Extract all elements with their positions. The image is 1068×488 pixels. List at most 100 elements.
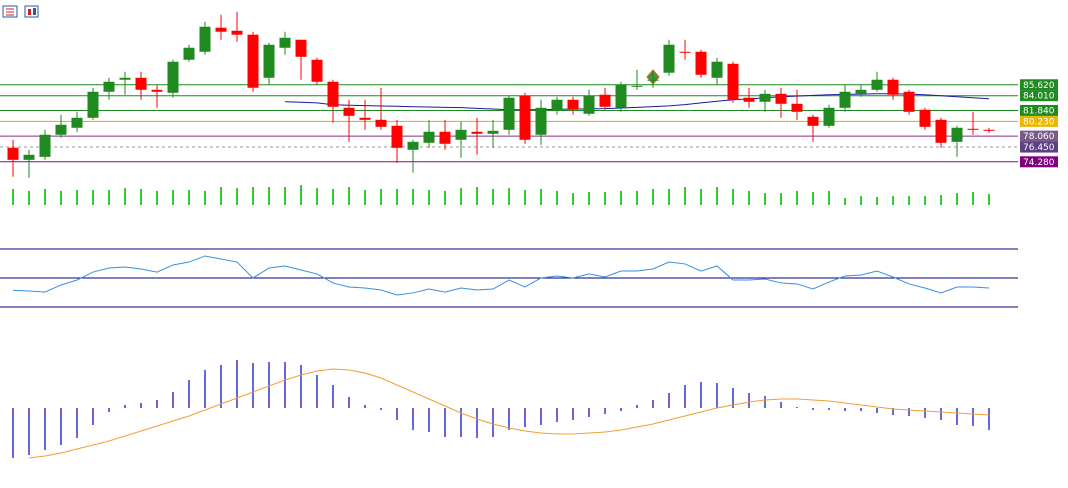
candle-body <box>663 44 675 73</box>
volume-bar <box>268 187 270 205</box>
volume-bar <box>156 191 158 205</box>
moving-average <box>284 93 990 111</box>
level-label-box <box>1020 104 1058 116</box>
candle-body <box>103 81 115 92</box>
volume-bar <box>876 197 878 205</box>
candle-body <box>375 119 387 127</box>
candle-body <box>519 95 531 140</box>
volume-bar <box>940 195 942 205</box>
volume-bar <box>508 188 510 205</box>
volume-bar <box>460 188 462 205</box>
volume-bar <box>540 189 542 205</box>
volume-bar <box>172 190 174 205</box>
candle-body <box>551 99 563 110</box>
volume-bar <box>636 191 638 205</box>
volume-bar <box>396 189 398 205</box>
candle-body <box>775 93 787 104</box>
volume-bar <box>76 190 78 205</box>
volume-bar <box>700 189 702 205</box>
volume-bar <box>588 192 590 205</box>
volume-bar <box>476 187 478 205</box>
candle-body <box>919 109 931 127</box>
candle-body <box>295 39 307 57</box>
icon-bar <box>28 9 31 15</box>
volume-bar <box>252 187 254 205</box>
signal-line <box>28 368 990 459</box>
candle-body <box>471 131 483 134</box>
volume-bar <box>204 191 206 205</box>
candle-body <box>983 129 995 131</box>
level-label: 80.230 <box>1023 117 1055 127</box>
candle-body <box>823 107 835 126</box>
toolbar-icons <box>2 5 39 18</box>
candle-body <box>167 61 179 93</box>
level-label: 85.620 <box>1023 81 1055 91</box>
volume-bar <box>364 190 366 205</box>
volume-bar <box>60 191 62 205</box>
candle-body <box>359 117 371 120</box>
volume-bar <box>748 191 750 205</box>
candle-body <box>71 117 83 128</box>
candle-body <box>391 125 403 148</box>
candle-body <box>535 107 547 135</box>
volume-bar <box>188 190 190 205</box>
candle-body <box>503 97 515 130</box>
volume-bar <box>924 196 926 205</box>
volume-bar <box>956 193 958 205</box>
candle-body <box>807 116 819 126</box>
chart-icon[interactable] <box>24 5 39 18</box>
level-label-box <box>1020 115 1058 127</box>
candle-body <box>183 47 195 60</box>
candle-body <box>599 94 611 107</box>
volume-bar <box>284 187 286 205</box>
candle-body <box>647 79 659 81</box>
volume-bar <box>236 188 238 205</box>
volume-bar <box>652 189 654 205</box>
level-label: 84.010 <box>1023 92 1055 102</box>
candle-body <box>455 129 467 140</box>
candle-body <box>887 79 899 95</box>
candle-body <box>231 30 243 35</box>
level-label: 81.840 <box>1023 106 1055 116</box>
candle-body <box>583 95 595 114</box>
level-label: 76.450 <box>1023 143 1055 153</box>
volume-bar <box>556 191 558 205</box>
oscillator-line <box>12 255 990 296</box>
candle-body <box>567 99 579 110</box>
level-label: 74.280 <box>1023 158 1055 168</box>
candle-body <box>903 91 915 112</box>
volume-bar <box>844 198 846 205</box>
volume-bar <box>812 192 814 205</box>
candle-body <box>839 91 851 108</box>
candle-body <box>439 131 451 144</box>
volume-bar <box>300 185 302 205</box>
volume-bar <box>972 192 974 205</box>
level-label: 78.060 <box>1023 132 1055 142</box>
candle-body <box>679 51 691 53</box>
volume-bar <box>988 194 990 205</box>
candle-body <box>343 107 355 116</box>
candle-body <box>695 51 707 75</box>
candle-body <box>199 26 211 52</box>
volume-bar <box>348 187 350 205</box>
volume-bar <box>428 190 430 205</box>
candle-body <box>215 27 227 32</box>
volume-bar <box>316 188 318 205</box>
candle-body <box>423 131 435 143</box>
volume-bar <box>892 196 894 205</box>
candle-body <box>759 93 771 102</box>
candle-body <box>791 103 803 112</box>
candle-body <box>711 61 723 78</box>
volume-bar <box>140 189 142 205</box>
candle-body <box>935 119 947 143</box>
candle-body <box>263 44 275 78</box>
volume-bar <box>780 193 782 205</box>
volume-bar <box>524 190 526 205</box>
candle-body <box>743 97 755 102</box>
volume-bar <box>220 187 222 205</box>
candle-body <box>87 91 99 118</box>
candle-body <box>407 141 419 150</box>
candle-body <box>55 124 67 135</box>
